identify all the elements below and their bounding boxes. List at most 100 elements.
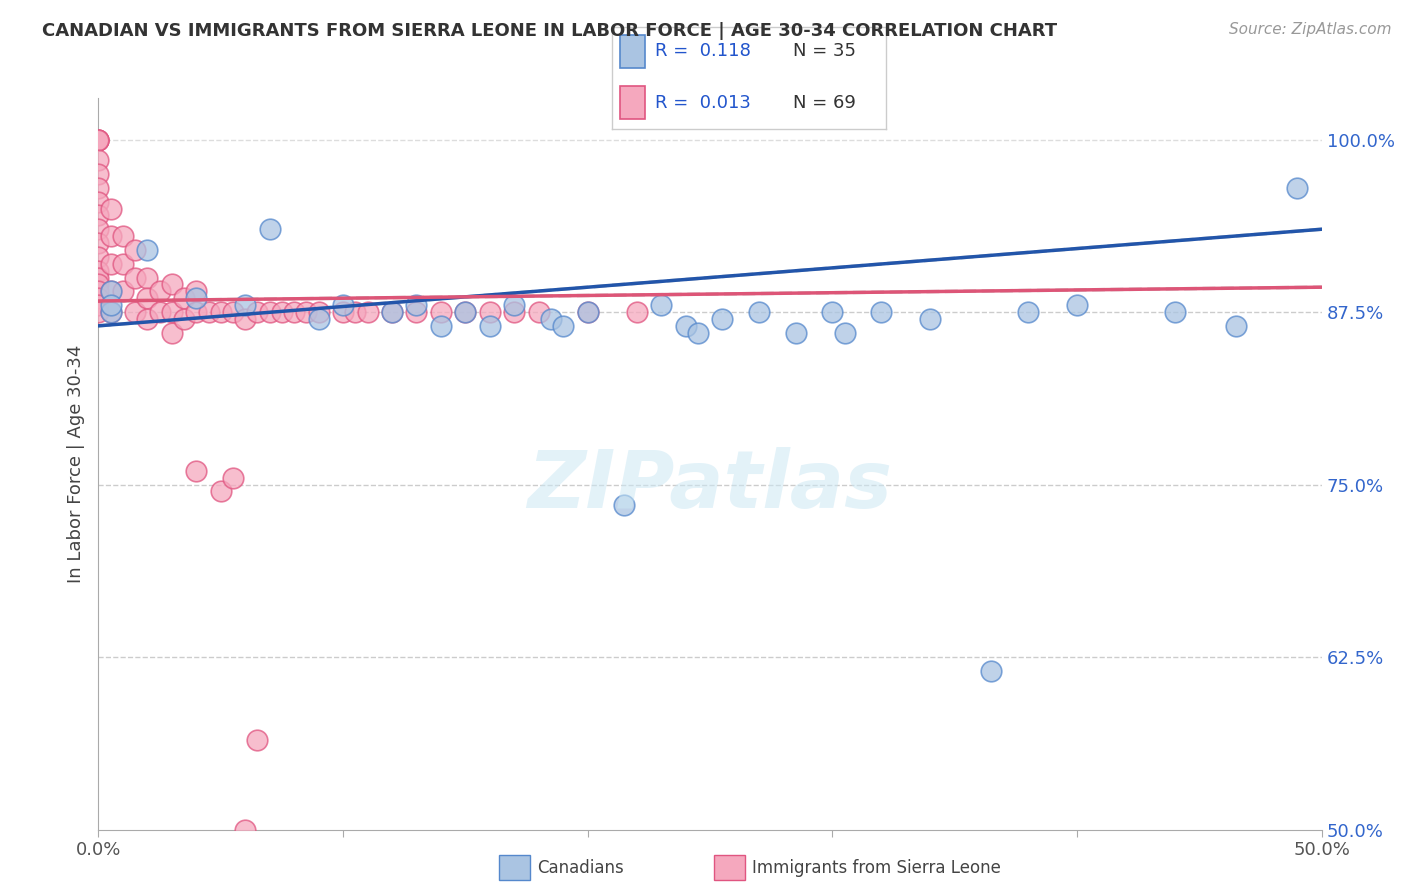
Point (124, 270, 146, 285)
Point (553, 318, 575, 333)
Point (785, 326, 807, 340)
Point (246, 305, 269, 319)
Point (1066, 298, 1088, 312)
Point (197, 305, 219, 319)
Text: R =  0.118: R = 0.118 (655, 43, 751, 61)
Bar (620, 87, 644, 119)
Point (980, 664, 1002, 678)
Point (821, 305, 844, 319)
Point (870, 305, 893, 319)
Point (100, 305, 122, 319)
Point (209, 305, 232, 319)
Point (100, 305, 122, 319)
Point (454, 305, 477, 319)
Point (454, 305, 477, 319)
Point (173, 312, 195, 326)
Point (650, 298, 672, 312)
Point (186, 464, 208, 478)
Point (186, 285, 208, 299)
Point (87, 298, 110, 312)
Point (626, 305, 648, 319)
Point (87, 235, 110, 250)
Text: N = 35: N = 35 (793, 43, 856, 61)
Point (173, 291, 195, 305)
Point (136, 243, 159, 257)
Text: Source: ZipAtlas.com: Source: ZipAtlas.com (1229, 22, 1392, 37)
Point (100, 298, 122, 312)
Point (1164, 305, 1187, 319)
Point (111, 285, 134, 299)
Point (209, 484, 232, 499)
Point (430, 318, 453, 333)
Point (233, 298, 256, 312)
Point (87, 209, 110, 223)
Point (405, 305, 427, 319)
Point (149, 305, 172, 319)
Point (356, 305, 378, 319)
Point (124, 305, 146, 319)
Text: CANADIAN VS IMMIGRANTS FROM SIERRA LEONE IN LABOR FORCE | AGE 30-34 CORRELATION : CANADIAN VS IMMIGRANTS FROM SIERRA LEONE… (42, 22, 1057, 40)
Point (259, 305, 281, 319)
Point (1286, 181, 1309, 195)
Point (186, 305, 208, 319)
Point (87, 194, 110, 209)
Point (87, 132, 110, 146)
Point (259, 222, 281, 236)
Point (87, 305, 110, 319)
Point (87, 250, 110, 264)
Point (87, 132, 110, 146)
Point (613, 498, 636, 512)
Point (136, 270, 159, 285)
Text: ZIPatlas: ZIPatlas (527, 447, 893, 524)
Point (111, 229, 134, 244)
Text: R =  0.013: R = 0.013 (655, 94, 751, 112)
Point (87, 291, 110, 305)
Text: N = 69: N = 69 (793, 94, 855, 112)
Point (381, 305, 404, 319)
Point (527, 305, 550, 319)
Point (430, 305, 453, 319)
Point (87, 132, 110, 146)
Text: Immigrants from Sierra Leone: Immigrants from Sierra Leone (752, 859, 1001, 877)
Point (100, 229, 122, 244)
Point (834, 326, 856, 340)
Point (344, 305, 367, 319)
Text: Canadians: Canadians (537, 859, 624, 877)
Point (270, 305, 294, 319)
Point (711, 312, 734, 326)
Point (160, 277, 183, 292)
Point (160, 326, 183, 340)
Point (503, 305, 526, 319)
Point (222, 305, 245, 319)
Point (111, 257, 134, 271)
Point (100, 285, 122, 299)
Point (405, 298, 427, 312)
Point (308, 312, 330, 326)
Point (87, 263, 110, 277)
Point (186, 291, 208, 305)
Point (686, 326, 709, 340)
Point (295, 305, 318, 319)
Point (136, 291, 159, 305)
Point (100, 285, 122, 299)
Point (308, 305, 330, 319)
Point (478, 318, 501, 333)
Point (100, 202, 122, 216)
Point (87, 277, 110, 292)
Point (160, 305, 183, 319)
Point (124, 243, 146, 257)
Point (87, 285, 110, 299)
Point (920, 312, 942, 326)
Point (1225, 318, 1247, 333)
Point (87, 222, 110, 236)
Point (233, 822, 256, 837)
Point (283, 305, 305, 319)
Point (332, 305, 354, 319)
Point (87, 132, 110, 146)
Point (381, 305, 404, 319)
Point (478, 305, 501, 319)
Point (246, 732, 269, 747)
Point (87, 153, 110, 168)
Point (503, 298, 526, 312)
Point (675, 318, 697, 333)
